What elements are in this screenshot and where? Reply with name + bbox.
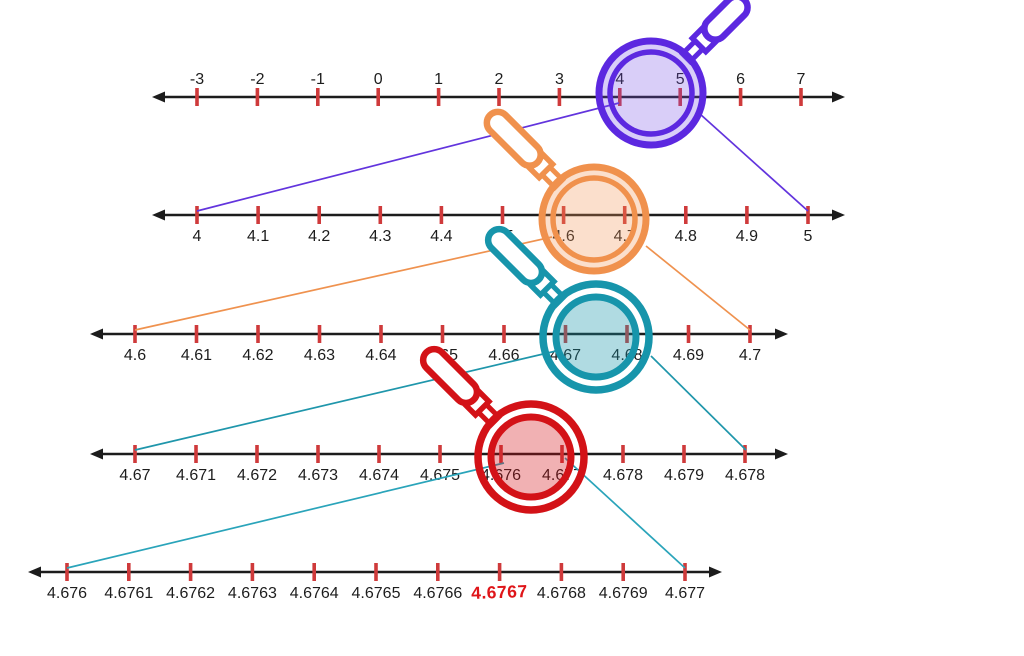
tick-label: 2	[495, 71, 504, 88]
lens-inner-ring	[552, 293, 640, 381]
tick-label: 4.676	[47, 585, 87, 602]
teal-magnifier-icon	[484, 225, 653, 394]
cyan-zoom-line-left	[66, 462, 505, 569]
handle-grip	[419, 345, 481, 407]
tick-label: 4.8	[675, 228, 697, 245]
tick-label: -1	[311, 71, 325, 88]
tick-label: 4.1	[247, 228, 269, 245]
right-arrowhead-icon	[775, 328, 788, 340]
right-arrowhead-icon	[709, 566, 722, 578]
left-arrowhead-icon	[152, 91, 165, 103]
tick-label: 5	[804, 228, 813, 245]
tick-label: 3	[555, 71, 564, 88]
tick-label: 4.672	[237, 467, 277, 484]
tick-label: 4.675	[420, 467, 460, 484]
cyan-zoom-line-right	[564, 457, 686, 569]
right-arrowhead-icon	[832, 209, 845, 221]
tick-label: 4.2	[308, 228, 330, 245]
orange-zoom-line-left	[134, 236, 553, 331]
handle-grip	[483, 108, 544, 169]
tick-label: -3	[190, 71, 204, 88]
purple-zoom-line-left	[196, 102, 620, 212]
tick-label: 4.67	[119, 467, 150, 484]
tick-label: 4.62	[242, 347, 273, 364]
tick-label: 4.4	[430, 228, 452, 245]
tick-label: 4.6763	[228, 585, 277, 602]
tick-label: 4.6761	[104, 585, 153, 602]
left-arrowhead-icon	[90, 328, 103, 340]
purple-magnifier-icon	[595, 0, 751, 149]
tick-label: 4.69	[673, 347, 704, 364]
right-arrowhead-icon	[775, 448, 788, 460]
teal-zoom-line-left	[134, 350, 557, 451]
handle-grip	[484, 225, 546, 287]
left-arrowhead-icon	[90, 448, 103, 460]
tick-label: 4.66	[488, 347, 519, 364]
tick-label: 6	[736, 71, 745, 88]
tick-label: 4.6768	[537, 585, 586, 602]
purple-magnifier-handle	[678, 0, 751, 66]
tick-label: 4.678	[603, 467, 643, 484]
purple-zoom-line-right	[699, 113, 809, 212]
tick-label: 4	[615, 71, 624, 88]
tick-label: 4.6769	[599, 585, 648, 602]
lens-outer-ring	[474, 400, 588, 514]
tick-label: 4.671	[176, 467, 216, 484]
lens-outer-ring	[595, 37, 707, 149]
ten-thousandths-line: 4.676 4.6761 4.6762 4.6763 4.6764 4.6765 4.676…	[28, 563, 722, 603]
tick-label: 4.677	[665, 585, 705, 602]
lens-outer-ring	[538, 163, 650, 275]
tick-label: 7	[797, 71, 806, 88]
teal-zoom-line-right	[650, 355, 747, 451]
red-magnifier-icon	[419, 345, 588, 514]
tick-label: 0	[374, 71, 383, 88]
tick-label: 4.6766	[413, 585, 462, 602]
tick-label: 4.64	[365, 347, 396, 364]
tick-label: 4.9	[736, 228, 758, 245]
tick-label: 4.674	[359, 467, 399, 484]
orange-magnifier-icon	[483, 108, 650, 275]
tick-label: 4	[193, 228, 202, 245]
orange-magnifier-handle	[483, 108, 567, 192]
integer-line: -3 -2 -1 0 1 2 3 4 5 6 7	[152, 71, 845, 106]
tick-label: -2	[250, 71, 264, 88]
highlighted-value-label: 4.6767	[471, 581, 528, 603]
tick-label: 4.61	[181, 347, 212, 364]
orange-zoom-line-right	[645, 245, 751, 331]
tick-label: 4.678	[725, 467, 765, 484]
tick-label: 5	[676, 71, 685, 88]
handle-grip	[701, 0, 751, 43]
lens-inner-ring	[607, 49, 695, 137]
tick-label: 4.63	[304, 347, 335, 364]
tick-label: 4.3	[369, 228, 391, 245]
tick-label: 4.6	[124, 347, 146, 364]
lens-outer-ring	[539, 280, 653, 394]
tick-label: 4.6765	[352, 585, 401, 602]
tick-label: 4.679	[664, 467, 704, 484]
tick-label: 4.6764	[290, 585, 339, 602]
tick-label: 4.6762	[166, 585, 215, 602]
lens-inner-ring	[550, 175, 638, 263]
right-arrowhead-icon	[832, 91, 845, 103]
left-arrowhead-icon	[152, 209, 165, 221]
red-magnifier-handle	[419, 345, 503, 429]
left-arrowhead-icon	[28, 566, 41, 578]
lens-inner-ring	[487, 413, 575, 501]
tick-label: 1	[434, 71, 443, 88]
tick-label: 4.673	[298, 467, 338, 484]
tick-label: 4.7	[739, 347, 761, 364]
